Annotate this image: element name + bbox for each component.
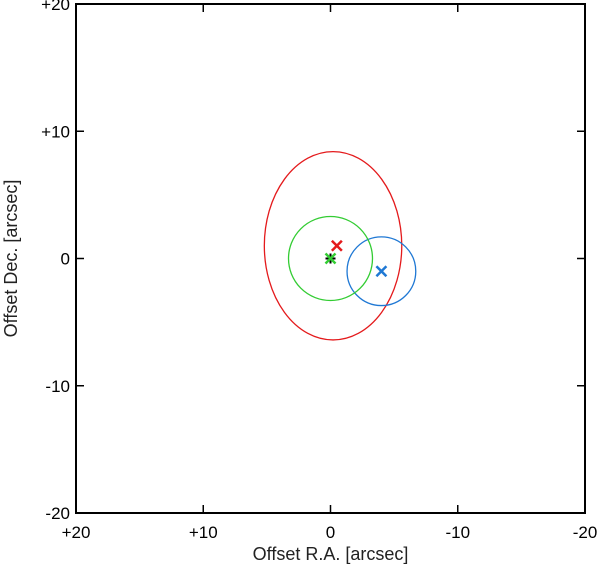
y-tick-label: +20 <box>41 0 70 14</box>
position-markers <box>324 239 388 278</box>
y-tick-label: 0 <box>61 250 70 269</box>
cross-marker <box>330 239 343 252</box>
x-tick-label: 0 <box>326 523 335 542</box>
error-ellipse <box>287 215 374 302</box>
y-tick-label: -20 <box>45 504 70 523</box>
error-ellipse <box>346 236 417 307</box>
x-tick-label: -20 <box>573 523 598 542</box>
error-ellipse <box>263 150 403 341</box>
y-axis-label: Offset Dec. [arcsec] <box>1 180 21 338</box>
x-tick-label: -10 <box>445 523 470 542</box>
x-tick-label: +20 <box>62 523 91 542</box>
cross-marker <box>375 265 388 278</box>
x-tick-label: +10 <box>189 523 218 542</box>
y-tick-label: +10 <box>41 122 70 141</box>
x-axis-label: Offset R.A. [arcsec] <box>253 544 409 564</box>
error-ellipses <box>263 150 417 341</box>
y-tick-label: -10 <box>45 377 70 396</box>
axis-ticks: +20 +10 0 -10 -20+20+100-10-20 <box>41 0 597 542</box>
cross-marker <box>324 252 337 265</box>
